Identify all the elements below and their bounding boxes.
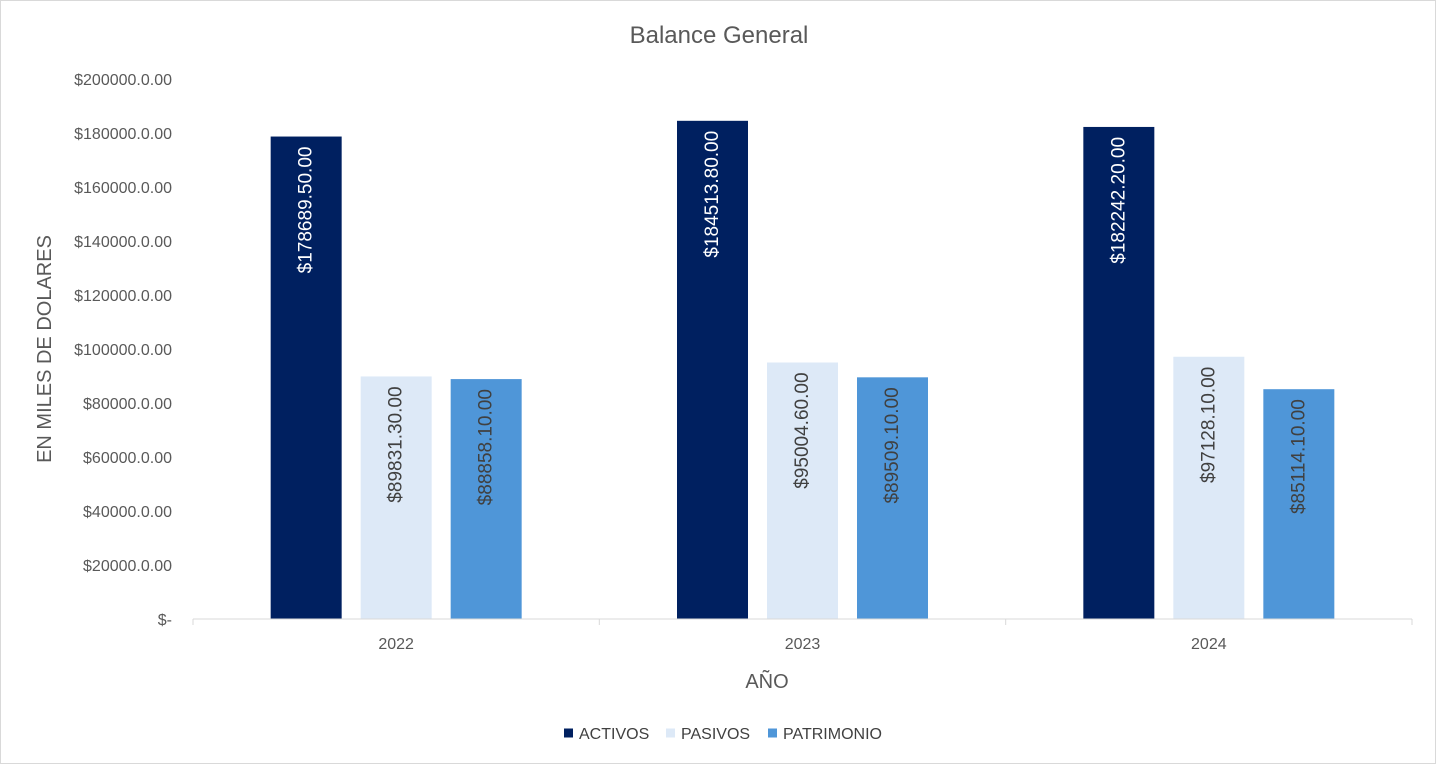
bar-activos-2024 [1083, 126, 1155, 620]
bars [270, 120, 1335, 620]
y-tick-label: $100000.0.00 [74, 342, 172, 359]
legend-swatch [564, 728, 573, 738]
y-tick-label: $60000.0.00 [83, 450, 172, 467]
x-axis-ticks: 2022 2023 2024 [192, 619, 1413, 653]
bar-patrimonio-2022 [450, 379, 522, 619]
y-tick-label: $20000.0.00 [83, 558, 172, 575]
y-tick-label: $- [158, 612, 172, 629]
data-label: $95004.60.00 [792, 372, 813, 488]
y-tick-label: $180000.0.00 [74, 126, 172, 143]
data-label: $182242.20.00 [1108, 137, 1129, 264]
bar-pasivos-2023 [767, 362, 838, 619]
legend: ACTIVOS PASIVOS PATRIMONIO [564, 726, 882, 743]
bar-patrimonio-2023 [857, 377, 928, 619]
bar-pasivos-2022 [360, 376, 432, 619]
x-axis-title: AÑO [745, 669, 788, 693]
chart-title: Balance General [630, 22, 809, 49]
x-tick-label: 2024 [1191, 636, 1227, 653]
data-label: $89831.30.00 [386, 386, 407, 502]
legend-label: PASIVOS [681, 726, 750, 743]
data-label: $85114.10.00 [1288, 399, 1309, 514]
bar-patrimonio-2024 [1263, 389, 1335, 619]
y-tick-label: $200000.0.00 [74, 72, 172, 89]
x-tick-label: 2022 [378, 636, 414, 653]
y-axis-ticks: $- $20000.0.00 $40000.0.00 $60000.0.00 $8000… [74, 72, 172, 629]
bar-activos-2023 [677, 120, 748, 619]
legend-label: ACTIVOS [579, 726, 649, 743]
y-tick-label: $140000.0.00 [74, 234, 172, 251]
legend-swatch [666, 728, 675, 738]
bar-activos-2022 [270, 136, 342, 620]
y-tick-label: $160000.0.00 [74, 180, 172, 197]
data-label: $178689.50.00 [296, 147, 317, 274]
data-label: $89509.10.00 [882, 387, 903, 503]
data-labels: $178689.50.00 $89831.30.00 $88858.10.00 $18… [296, 131, 1310, 514]
data-label: $97128.10.00 [1198, 367, 1219, 483]
bar-pasivos-2024 [1173, 356, 1245, 619]
data-label: $184513.80.00 [702, 131, 723, 258]
y-tick-label: $120000.0.00 [74, 288, 172, 305]
y-axis-title: EN MILES DE DOLARES [34, 235, 56, 463]
data-label: $88858.10.00 [476, 389, 497, 505]
legend-label: PATRIMONIO [783, 726, 882, 743]
y-tick-label: $80000.0.00 [83, 396, 172, 413]
y-tick-label: $40000.0.00 [83, 504, 172, 521]
x-tick-label: 2023 [785, 636, 821, 653]
legend-swatch [768, 728, 777, 738]
